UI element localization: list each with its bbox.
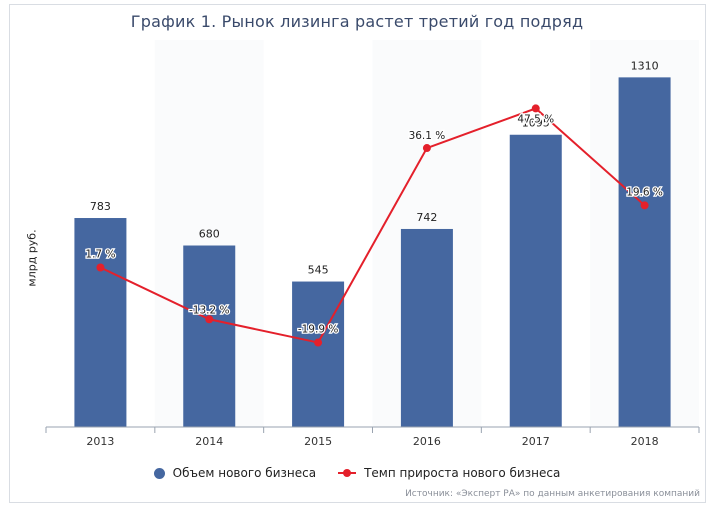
legend-swatch-growth	[338, 469, 357, 477]
bar-value-label: 680	[199, 228, 220, 241]
legend-label-volume: Объем нового бизнеса	[172, 466, 317, 480]
bar	[74, 218, 127, 427]
bar-value-label: 1095	[522, 117, 550, 130]
legend-item-volume: Объем нового бизнеса	[153, 466, 317, 480]
legend-swatch-volume	[153, 467, 165, 479]
growth-value-label: 1.7 %	[85, 249, 115, 261]
growth-point	[640, 201, 649, 210]
growth-point	[96, 263, 105, 272]
legend: Объем нового бизнеса Темп прироста новог…	[0, 466, 714, 480]
growth-value-label: 47.5 %	[517, 113, 554, 125]
growth-line	[99, 107, 646, 344]
x-tick-label: 2017	[522, 435, 550, 448]
legend-label-growth: Темп прироста нового бизнеса	[364, 466, 561, 480]
growth-point	[205, 315, 214, 324]
legend-item-growth: Темп прироста нового бизнеса	[338, 466, 560, 480]
chart-title: График 1. Рынок лизинга растет третий го…	[130, 12, 584, 31]
growth-value-label: 19.6 %	[626, 186, 663, 198]
bar	[183, 245, 236, 427]
growth-point	[531, 104, 540, 113]
growth-value-label: -13.2 %	[189, 304, 230, 316]
x-tick-label: 2014	[195, 435, 223, 448]
growth-value-label: 36.1 %	[409, 130, 446, 142]
bar-value-label: 742	[416, 211, 437, 224]
x-tick-label: 2015	[304, 435, 332, 448]
x-tick-label: 2016	[413, 435, 441, 448]
growth-point	[422, 144, 431, 153]
x-tick-label: 2018	[631, 435, 659, 448]
x-tick-label: 2013	[86, 435, 114, 448]
source-note: Источник: «Эксперт РА» по данным анкетир…	[405, 489, 700, 499]
bar-value-label: 545	[308, 264, 329, 277]
growth-value-label: -19.9 %	[298, 324, 339, 336]
growth-point	[314, 338, 323, 347]
bar-value-label: 1310	[631, 59, 659, 72]
bar	[292, 281, 345, 427]
bar	[618, 77, 671, 428]
bar	[509, 134, 562, 427]
bar	[400, 228, 453, 427]
bar-value-label: 783	[90, 200, 111, 213]
